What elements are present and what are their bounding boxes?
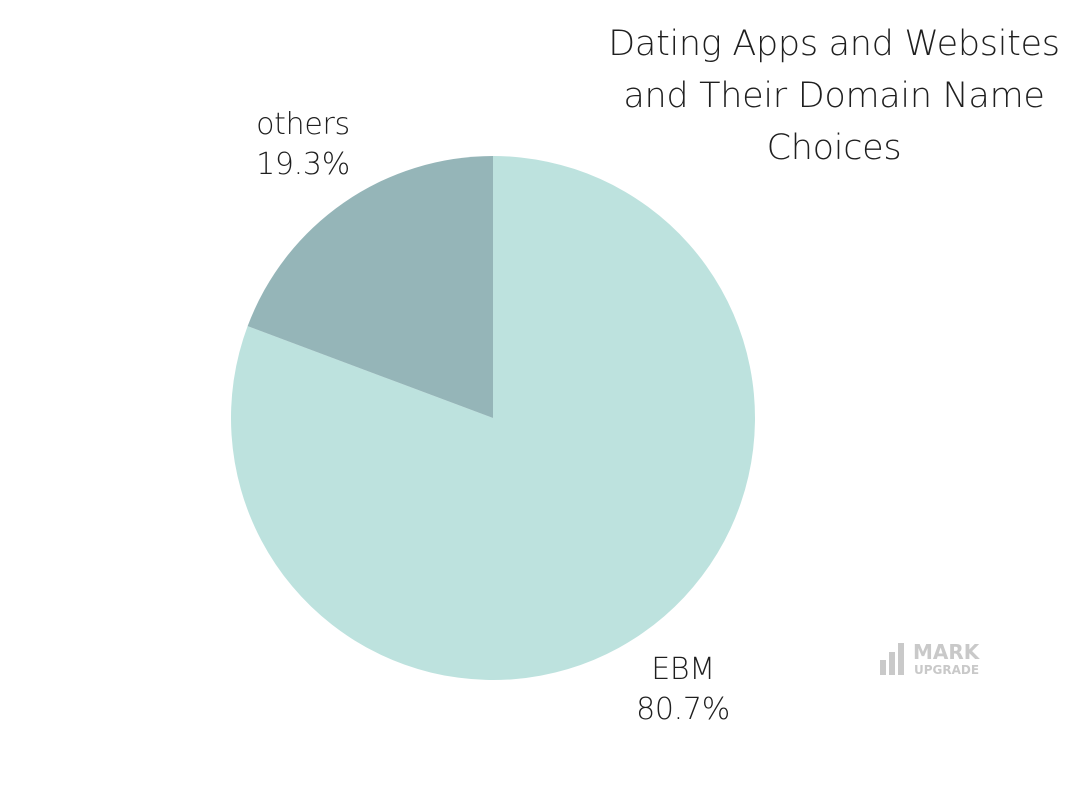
chart-title: Dating Apps and Websites and Their Domai… [600,18,1068,174]
watermark-text-top: MARK [913,640,981,664]
chart-title-line-3: Choices [766,128,902,168]
watermark-text-bottom: UPGRADE [914,663,979,677]
slice-label-ebm-name: EBM [651,652,715,687]
slice-label-others: others 19.3% [256,105,350,185]
chart-title-line-2: and Their Domain Name [623,76,1045,116]
pie-slice-others [247,156,493,418]
slice-label-ebm-value: 80.7% [636,692,730,727]
watermark-logo: MARK UPGRADE [878,640,1008,680]
bar-chart-icon: MARK UPGRADE [880,640,981,677]
slice-label-others-value: 19.3% [256,147,350,182]
chart-title-line-1: Dating Apps and Websites [608,24,1060,64]
slice-label-ebm: EBM 80.7% [636,650,730,730]
slice-label-others-name: others [256,107,350,142]
